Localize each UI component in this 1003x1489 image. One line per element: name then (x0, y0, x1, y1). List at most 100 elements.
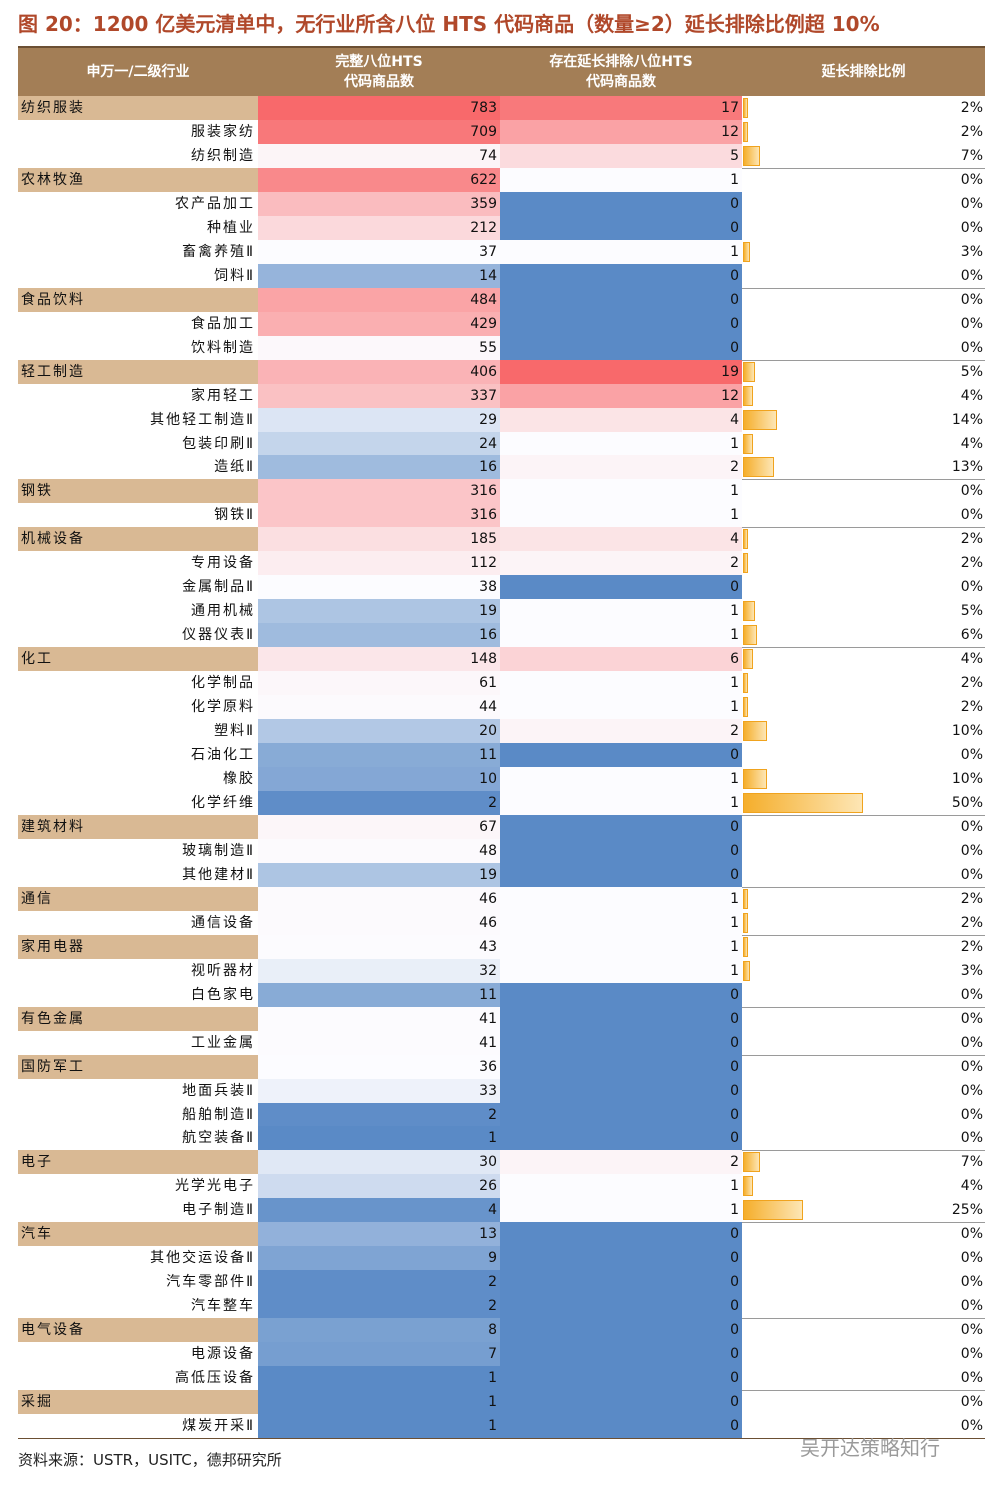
industry-name: 有色金属 (18, 1006, 258, 1031)
ratio-cell: 2% (742, 887, 985, 911)
ratio-label: 0% (960, 171, 983, 188)
ratio-cell: 3% (742, 240, 985, 264)
ratio-bar (743, 145, 760, 166)
ratio-bar (743, 912, 748, 933)
ratio-cell: 0% (742, 1031, 985, 1055)
excluded-count: 5 (500, 143, 742, 168)
ratio-label: 5% (960, 603, 983, 620)
total-count: 709 (258, 119, 500, 144)
ratio-label: 0% (960, 1058, 983, 1075)
ratio-label: 4% (960, 387, 983, 404)
industry-name: 钢铁 (18, 479, 258, 504)
excluded-count: 0 (500, 1342, 742, 1367)
ratio-cell: 0% (742, 1007, 985, 1031)
ratio-label: 0% (960, 267, 983, 284)
industry-name: 化学原料 (191, 699, 255, 716)
ratio-cell: 0% (742, 1055, 985, 1079)
total-count: 148 (258, 647, 500, 672)
ratio-cell: 5% (742, 360, 985, 384)
ratio-bar (743, 649, 753, 670)
ratio-cell: 7% (742, 144, 985, 168)
total-count: 61 (258, 671, 500, 696)
industry-name: 视听器材 (191, 962, 255, 979)
industry-name: 建筑材料 (18, 814, 258, 839)
ratio-label: 2% (960, 123, 983, 140)
total-count: 24 (258, 431, 500, 456)
industry-name: 高低压设备 (175, 1370, 255, 1387)
total-count: 429 (258, 311, 500, 336)
industry-name: 其他交运设备Ⅱ (150, 1250, 255, 1267)
ratio-bar (743, 673, 748, 694)
total-count: 316 (258, 479, 500, 504)
ratio-label: 0% (960, 579, 983, 596)
ratio-label: 0% (960, 1298, 983, 1315)
ratio-label: 4% (960, 651, 983, 668)
total-count: 43 (258, 934, 500, 959)
excluded-count: 0 (500, 1390, 742, 1415)
industry-name: 电子 (18, 1150, 258, 1175)
industry-name: 船舶制造Ⅱ (182, 1106, 255, 1123)
ratio-label: 0% (960, 1346, 983, 1363)
total-count: 1 (258, 1390, 500, 1415)
excluded-count: 19 (500, 359, 742, 384)
total-count: 11 (258, 743, 500, 768)
industry-name: 化工 (18, 647, 258, 672)
ratio-label: 0% (960, 483, 983, 500)
ratio-cell: 4% (742, 1174, 985, 1198)
excluded-count: 1 (500, 1198, 742, 1223)
total-count: 7 (258, 1342, 500, 1367)
ratio-label: 2% (960, 531, 983, 548)
total-count: 37 (258, 239, 500, 264)
excluded-count: 1 (500, 767, 742, 791)
ratio-cell: 0% (742, 216, 985, 240)
total-count: 406 (258, 359, 500, 384)
excluded-count: 0 (500, 1030, 742, 1055)
total-count: 41 (258, 1006, 500, 1031)
industry-name: 煤炭开采Ⅱ (182, 1418, 255, 1435)
excluded-count: 0 (500, 287, 742, 312)
excluded-count: 0 (500, 215, 742, 240)
industry-name: 包装印刷Ⅱ (182, 435, 255, 452)
industry-name: 光学光电子 (175, 1178, 255, 1195)
total-count: 2 (258, 790, 500, 815)
ratio-label: 4% (960, 435, 983, 452)
total-count: 11 (258, 982, 500, 1007)
ratio-label: 14% (951, 411, 983, 428)
excluded-count: 1 (500, 1174, 742, 1199)
ratio-label: 2% (960, 890, 983, 907)
ratio-bar (743, 385, 753, 406)
total-count: 212 (258, 215, 500, 240)
ratio-bar (743, 601, 755, 622)
excluded-count: 1 (500, 671, 742, 696)
total-count: 19 (258, 862, 500, 887)
industry-name: 食品饮料 (18, 287, 258, 312)
ratio-cell: 2% (742, 527, 985, 551)
ratio-label: 50% (951, 794, 983, 811)
ratio-bar (743, 241, 751, 262)
excluded-count: 2 (500, 455, 742, 480)
ratio-cell: 2% (742, 935, 985, 959)
industry-name: 化学制品 (191, 675, 255, 692)
ratio-label: 2% (960, 100, 983, 116)
ratio-cell: 0% (742, 1414, 985, 1438)
total-count: 36 (258, 1054, 500, 1079)
total-count: 26 (258, 1174, 500, 1199)
industry-name: 汽车整车 (191, 1298, 255, 1315)
excluded-count: 0 (500, 982, 742, 1007)
industry-name: 通信设备 (191, 914, 255, 931)
excluded-count: 0 (500, 1222, 742, 1247)
industry-name: 地面兵装Ⅱ (182, 1082, 255, 1099)
ratio-cell: 2% (742, 911, 985, 935)
excluded-count: 1 (500, 958, 742, 983)
total-count: 8 (258, 1318, 500, 1343)
ratio-cell: 0% (742, 264, 985, 288)
excluded-count: 0 (500, 191, 742, 216)
excluded-count: 0 (500, 743, 742, 768)
ratio-label: 4% (960, 1178, 983, 1195)
total-count: 2 (258, 1270, 500, 1295)
total-count: 16 (258, 455, 500, 480)
excluded-count: 0 (500, 335, 742, 360)
industry-name: 纺织服装 (18, 96, 258, 120)
ratio-cell: 0% (742, 503, 985, 527)
watermark: 吴开达策略知行 (800, 1436, 940, 1460)
